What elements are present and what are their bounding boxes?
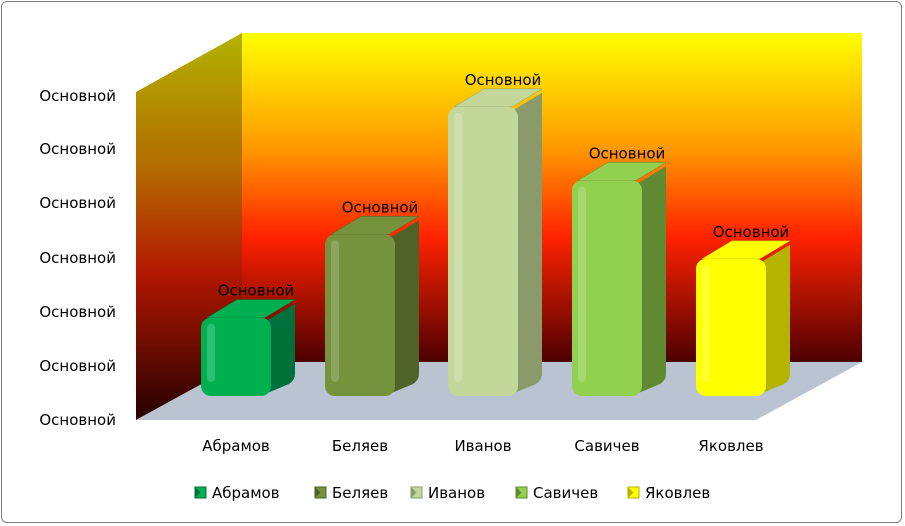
x-tick-label: Иванов (454, 437, 511, 455)
bar-side (389, 220, 419, 394)
bar-highlight (702, 264, 710, 382)
x-tick-label: Абрамов (202, 437, 270, 455)
bar-highlight (454, 112, 462, 383)
bar-highlight (578, 186, 586, 382)
data-label: Основной (218, 282, 295, 300)
legend-swatch-shade (516, 487, 522, 498)
data-label: Основной (342, 198, 419, 216)
legend-item: Савичев (515, 484, 598, 502)
bar-Иванов (448, 88, 543, 397)
y-tick-label: Основной (39, 249, 116, 267)
legend-label: Яковлев (645, 484, 710, 502)
legend-item: Абрамов (194, 484, 280, 502)
data-labels: Основной Основной Основной Основной Основной (218, 71, 790, 300)
bar-front (201, 317, 271, 396)
bar-front (572, 180, 642, 396)
bar-Беляев (325, 216, 420, 396)
y-tick-label: Основной (39, 303, 116, 321)
x-tick-label: Яковлев (698, 437, 763, 455)
bar-Абрамов (201, 299, 296, 396)
bar-side (636, 166, 666, 394)
y-tick-label: Основной (39, 140, 116, 158)
bar-front (325, 234, 395, 396)
bar-front (696, 258, 766, 396)
bar-side (265, 303, 295, 394)
legend-label: Абрамов (212, 484, 280, 502)
legend-swatch-shade (315, 487, 321, 498)
y-tick-label: Основной (39, 411, 116, 429)
bar-front (448, 106, 518, 397)
y-axis-ticks: Основной Основной Основной Основной Основной… (39, 87, 116, 429)
legend-item: Яковлев (627, 484, 710, 502)
bar-Яковлев (696, 240, 791, 396)
legend: Абрамов Беляев Иванов Савичев Яковлев (194, 484, 710, 502)
bars (201, 88, 791, 397)
data-label: Основной (713, 223, 790, 241)
legend-swatch-shade (195, 487, 201, 498)
bar-highlight (331, 240, 339, 382)
y-tick-label: Основной (39, 87, 116, 105)
legend-label: Савичев (533, 484, 598, 502)
legend-swatch-shade (628, 487, 634, 498)
bar-Савичев (572, 162, 667, 396)
legend-item: Иванов (410, 484, 485, 502)
y-tick-label: Основной (39, 357, 116, 375)
data-label: Основной (589, 144, 666, 162)
legend-label: Иванов (428, 484, 485, 502)
legend-item: Беляев (314, 484, 388, 502)
x-tick-label: Савичев (574, 437, 639, 455)
bar-side (760, 244, 790, 394)
legend-swatch-shade (411, 487, 417, 498)
data-label: Основной (465, 71, 542, 89)
bar-highlight (207, 323, 215, 382)
x-axis-ticks: Абрамов Беляев Иванов Савичев Яковлев (202, 437, 763, 455)
x-tick-label: Беляев (332, 437, 388, 455)
bar-side (512, 92, 542, 395)
y-tick-label: Основной (39, 194, 116, 212)
legend-label: Беляев (332, 484, 388, 502)
